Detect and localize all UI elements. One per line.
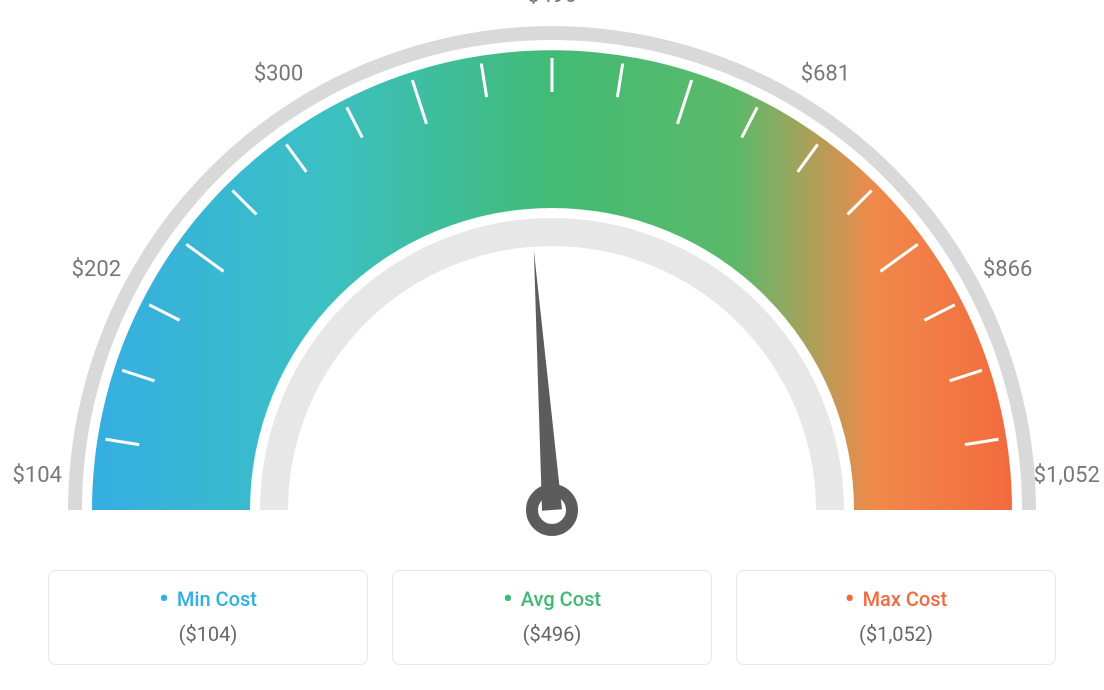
legend-card-min: Min Cost ($104) [48, 570, 368, 665]
legend-card-max: Max Cost ($1,052) [736, 570, 1056, 665]
legend-max-label: Max Cost [845, 587, 947, 611]
gauge-needle [534, 251, 562, 511]
legend-max-value: ($1,052) [737, 622, 1055, 646]
legend-avg-label: Avg Cost [503, 587, 601, 611]
gauge-tick-label: $681 [801, 61, 850, 86]
gauge-tick-label: $202 [72, 257, 121, 282]
gauge-tick-label: $866 [983, 257, 1032, 282]
legend-min-value: ($104) [49, 622, 367, 646]
gauge-tick-label: $496 [527, 0, 576, 8]
gauge-tick-label: $300 [254, 61, 303, 86]
legend-min-label: Min Cost [159, 587, 257, 611]
legend-row: Min Cost ($104) Avg Cost ($496) Max Cost… [0, 570, 1104, 665]
gauge-tick-label: $1,052 [1034, 463, 1100, 488]
legend-avg-value: ($496) [393, 622, 711, 646]
gauge-chart: $104 $202 $300 $496 $681 $866 $1,052 [0, 0, 1104, 560]
gauge-svg: $104 $202 $300 $496 $681 $866 $1,052 [0, 0, 1104, 560]
gauge-tick-label: $104 [13, 463, 62, 488]
legend-card-avg: Avg Cost ($496) [392, 570, 712, 665]
